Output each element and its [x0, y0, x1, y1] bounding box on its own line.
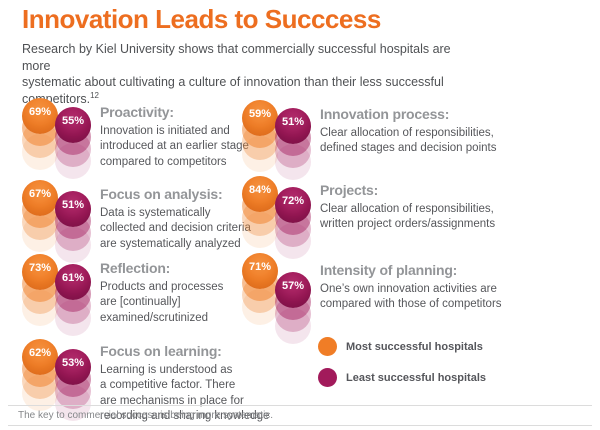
- most-successful-circle: 67%: [22, 180, 58, 216]
- item-description: Innovation is initiated and introduced a…: [100, 125, 249, 168]
- legend-label: Least successful hospitals: [346, 372, 486, 384]
- percentage-circles: 84% 72%: [242, 176, 314, 236]
- least-successful-circle: 61%: [55, 264, 91, 300]
- percentage-circles: 67% 51%: [22, 180, 94, 240]
- footer-note: The key to commercial success is being m…: [8, 405, 592, 426]
- most-successful-circle: 73%: [22, 254, 58, 290]
- item-description: Data is systematically collected and dec…: [100, 207, 251, 250]
- footnote-marker: 12: [90, 90, 99, 100]
- item-heading: Focus on analysis:: [100, 186, 223, 202]
- item-description: Clear allocation of responsibilities, wr…: [320, 203, 496, 231]
- least-successful-circle: 51%: [55, 191, 91, 227]
- orange-dot-icon: [318, 337, 337, 356]
- item-description: Learning is understood as a competitive …: [100, 364, 270, 422]
- most-successful-circle: 69%: [22, 98, 58, 134]
- item-heading: Innovation process:: [320, 106, 450, 122]
- item-heading: Projects:: [320, 182, 379, 198]
- intro-text: Research by Kiel University shows that c…: [22, 41, 472, 108]
- item-description: Products and processes are [continually]…: [100, 281, 224, 324]
- page-title: Innovation Leads to Succcess: [22, 4, 381, 34]
- least-successful-circle: 57%: [275, 272, 311, 308]
- item-heading: Reflection:: [100, 260, 171, 276]
- most-successful-circle: 84%: [242, 176, 278, 212]
- most-successful-circle: 71%: [242, 253, 278, 289]
- item-heading: Focus on learning:: [100, 343, 222, 359]
- percentage-circles: 71% 57%: [242, 253, 314, 313]
- legend-label: Most successful hospitals: [346, 341, 483, 353]
- percentage-circles: 69% 55%: [22, 98, 94, 158]
- least-successful-circle: 55%: [55, 107, 91, 143]
- least-successful-circle: 53%: [55, 349, 91, 385]
- item-description: Clear allocation of responsibilities, de…: [320, 127, 497, 155]
- least-successful-circle: 51%: [275, 108, 311, 144]
- most-successful-circle: 59%: [242, 100, 278, 136]
- item-heading: Intensity of planning:: [320, 262, 458, 278]
- percentage-circles: 73% 61%: [22, 254, 94, 314]
- magenta-dot-icon: [318, 368, 337, 387]
- least-successful-circle: 72%: [275, 187, 311, 223]
- item-heading: Proactivity:: [100, 104, 174, 120]
- percentage-circles: 62% 53%: [22, 339, 94, 399]
- most-successful-circle: 62%: [22, 339, 58, 375]
- item-description: One’s own innovation activities are comp…: [320, 283, 502, 311]
- intro-text-body: Research by Kiel University shows that c…: [22, 42, 451, 107]
- percentage-circles: 59% 51%: [242, 100, 314, 160]
